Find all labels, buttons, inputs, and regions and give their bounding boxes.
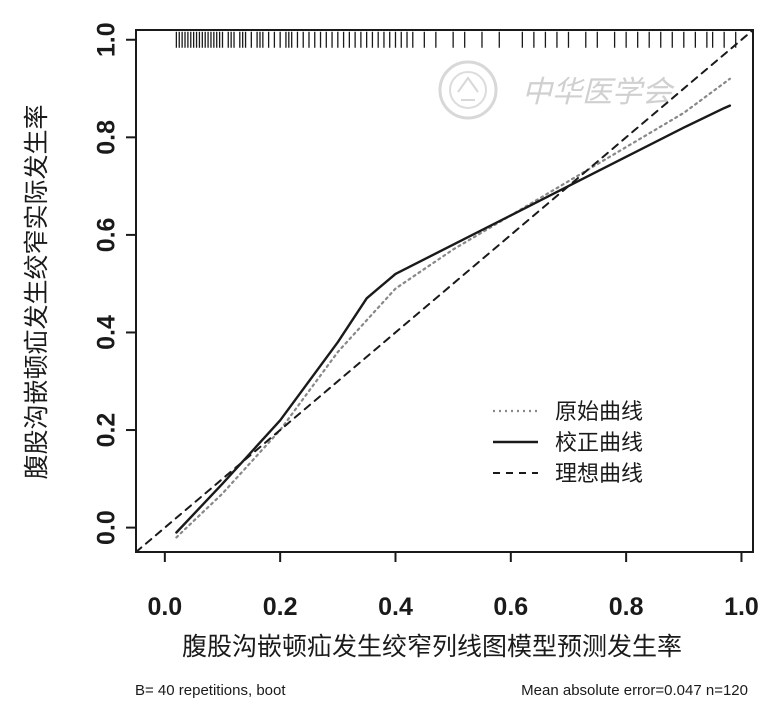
y-tick-label: 0.6	[93, 218, 121, 253]
legend-label-1: 校正曲线	[555, 431, 643, 456]
x-tick-label: 0.8	[609, 593, 644, 621]
x-axis-title: 腹股沟嵌顿疝发生绞窄列线图模型预测发生率	[182, 632, 682, 661]
plot-frame	[135, 29, 754, 553]
watermark: 中华医学会	[438, 60, 675, 120]
watermark-seal-icon	[438, 60, 498, 120]
legend-label-2: 理想曲线	[555, 462, 643, 487]
legend-label-0: 原始曲线	[555, 400, 643, 425]
series-line-2	[135, 29, 754, 553]
watermark-text: 中华医学会	[522, 75, 675, 110]
rug-ticks	[175, 31, 737, 48]
footer-right-note: Mean absolute error=0.047 n=120	[521, 682, 748, 699]
x-axis: 0.0 0.2 0.4 0.6 0.8 1.0	[147, 552, 759, 621]
series-line-1	[175, 104, 732, 534]
x-tick-label: 0.0	[147, 593, 182, 621]
x-tick-label: 0.4	[378, 593, 413, 621]
x-tick-label: 0.2	[263, 593, 298, 621]
x-tick-label: 1.0	[724, 593, 759, 621]
x-tick-label: 0.6	[493, 593, 528, 621]
y-axis-title: 腹股沟嵌顿疝发生绞窄实际发生率	[22, 104, 51, 479]
y-tick-label: 0.2	[93, 413, 121, 448]
y-tick-label: 0.0	[93, 510, 121, 545]
y-tick-label: 1.0	[93, 22, 121, 57]
y-tick-label: 0.4	[93, 315, 121, 350]
footer-left-note: B= 40 repetitions, boot	[135, 682, 286, 699]
series-line-0	[175, 77, 732, 539]
y-axis: 0.0 0.2 0.4 0.6 0.8 1.0	[93, 22, 136, 545]
y-tick-label: 0.8	[93, 120, 121, 155]
series-layer	[135, 29, 754, 553]
